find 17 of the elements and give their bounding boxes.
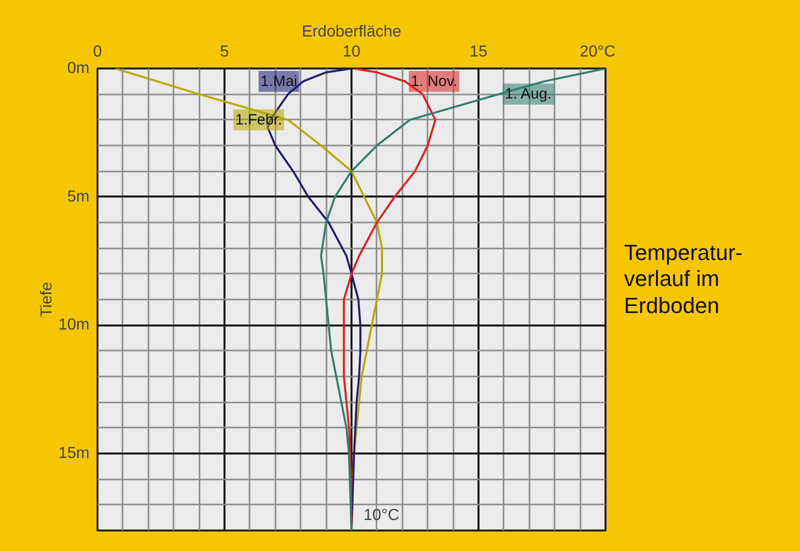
- x-axis-title: Erdoberfläche: [302, 24, 402, 40]
- series-label: 1. Aug.: [504, 86, 552, 103]
- y-tick-label: 10m: [58, 316, 90, 334]
- y-tick-label: 0m: [67, 60, 90, 77]
- text: Temperatur- verlauf im Erdboden: [624, 240, 743, 320]
- x-tick-label: 10: [342, 44, 360, 60]
- y-tick-label: 15m: [58, 445, 90, 462]
- line-series: [320, 68, 606, 530]
- series-label: 1. Nov.: [410, 72, 458, 90]
- x-tick-label: 15: [470, 44, 488, 60]
- x-tick-label: 20°C: [580, 44, 616, 60]
- x-tick-label: 5: [220, 44, 230, 60]
- series-label: 1.Febr.: [235, 111, 282, 128]
- y-tick-label: 5m: [67, 188, 90, 206]
- x-tick-label: 0: [93, 44, 102, 60]
- y-axis-title: Tiefe: [38, 282, 56, 317]
- series-label: 1.Mai: [260, 72, 298, 90]
